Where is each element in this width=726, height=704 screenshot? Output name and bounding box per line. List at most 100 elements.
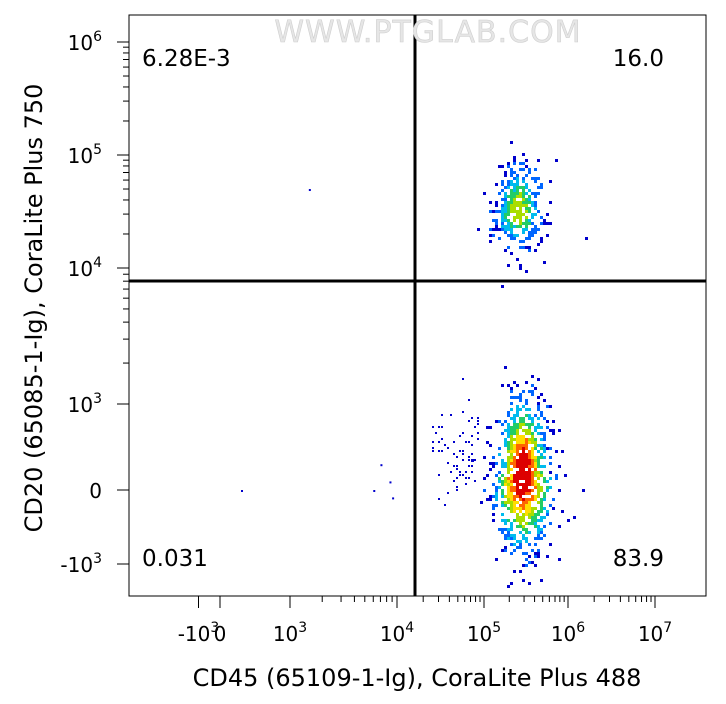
event-dot	[534, 564, 537, 567]
event-dot	[462, 432, 464, 434]
event-dot	[537, 444, 540, 447]
event-dot	[504, 483, 507, 486]
event-dot	[531, 390, 534, 393]
event-dot	[522, 405, 525, 408]
event-dot	[507, 180, 510, 183]
event-dot	[537, 471, 540, 474]
event-dot	[540, 504, 543, 507]
event-dot	[525, 558, 528, 561]
event-dot	[507, 447, 510, 450]
event-dot	[456, 456, 458, 458]
event-dot	[522, 429, 525, 432]
event-dot	[537, 519, 540, 522]
event-dot	[546, 447, 549, 450]
event-dot	[468, 441, 470, 443]
event-dot	[483, 192, 486, 195]
event-dot	[531, 477, 534, 480]
event-dot	[537, 228, 540, 231]
event-dot	[525, 270, 528, 273]
event-dot	[525, 474, 528, 477]
event-dot	[516, 429, 519, 432]
event-dot	[534, 495, 537, 498]
event-dot	[519, 222, 522, 225]
event-dot	[549, 522, 552, 525]
event-dot	[525, 513, 528, 516]
event-dot	[495, 219, 498, 222]
event-dot	[510, 501, 513, 504]
event-dot	[528, 489, 531, 492]
event-dot	[495, 504, 498, 507]
event-dot	[528, 462, 531, 465]
event-dot	[543, 222, 546, 225]
event-dots-layer	[241, 141, 588, 588]
event-dot	[540, 237, 543, 240]
event-dot	[525, 438, 528, 441]
event-dot	[441, 438, 443, 440]
event-dot	[373, 490, 376, 492]
event-dot	[519, 459, 522, 462]
event-dot	[525, 225, 528, 228]
event-dot	[507, 210, 510, 213]
event-dot	[510, 189, 513, 192]
event-dot	[504, 225, 507, 228]
event-dot	[528, 417, 531, 420]
event-dot	[504, 495, 507, 498]
event-dot	[453, 453, 455, 455]
event-dot	[477, 420, 479, 422]
event-dot	[522, 438, 525, 441]
event-dot	[522, 465, 525, 468]
event-dot	[477, 228, 480, 231]
event-dot	[477, 432, 479, 434]
event-dot	[513, 543, 516, 546]
event-dot	[504, 366, 507, 369]
event-dot	[495, 183, 498, 186]
event-dot	[525, 486, 528, 489]
event-dot	[525, 381, 528, 384]
event-dot	[501, 210, 504, 213]
event-dot	[462, 474, 464, 476]
event-dot	[513, 447, 516, 450]
event-dot	[573, 516, 576, 519]
event-dot	[519, 213, 522, 216]
event-dot	[534, 468, 537, 471]
event-dot	[510, 141, 513, 144]
event-dot	[543, 438, 546, 441]
event-dot	[504, 465, 507, 468]
event-dot	[528, 555, 531, 558]
event-dot	[546, 480, 549, 483]
event-dot	[540, 489, 543, 492]
y-tick-label: 0	[89, 479, 102, 503]
event-dot	[510, 387, 513, 390]
event-dot	[510, 432, 513, 435]
event-dot	[519, 483, 522, 486]
event-dot	[492, 495, 495, 498]
event-dot	[531, 459, 534, 462]
event-dot	[516, 483, 519, 486]
tick-label-base: 10	[380, 622, 405, 646]
event-dot	[558, 429, 561, 432]
event-dot	[537, 405, 540, 408]
event-dot	[516, 405, 519, 408]
event-dot	[528, 543, 531, 546]
tick-label-exponent: 5	[492, 620, 501, 636]
event-dot	[492, 507, 495, 510]
event-dot	[534, 228, 537, 231]
event-dot	[453, 465, 455, 467]
event-dot	[492, 210, 495, 213]
event-dot	[519, 207, 522, 210]
event-dot	[513, 444, 516, 447]
event-dot	[525, 408, 528, 411]
event-dot	[438, 474, 440, 476]
event-dot	[534, 195, 537, 198]
event-dot	[546, 489, 549, 492]
event-dot	[432, 450, 434, 452]
event-dot	[528, 246, 531, 249]
event-dot	[510, 480, 513, 483]
event-dot	[492, 519, 495, 522]
event-dot	[510, 198, 513, 201]
event-dot	[516, 507, 519, 510]
event-dot	[489, 426, 492, 429]
event-dot	[459, 450, 461, 452]
event-dot	[471, 453, 473, 455]
event-dot	[528, 408, 531, 411]
